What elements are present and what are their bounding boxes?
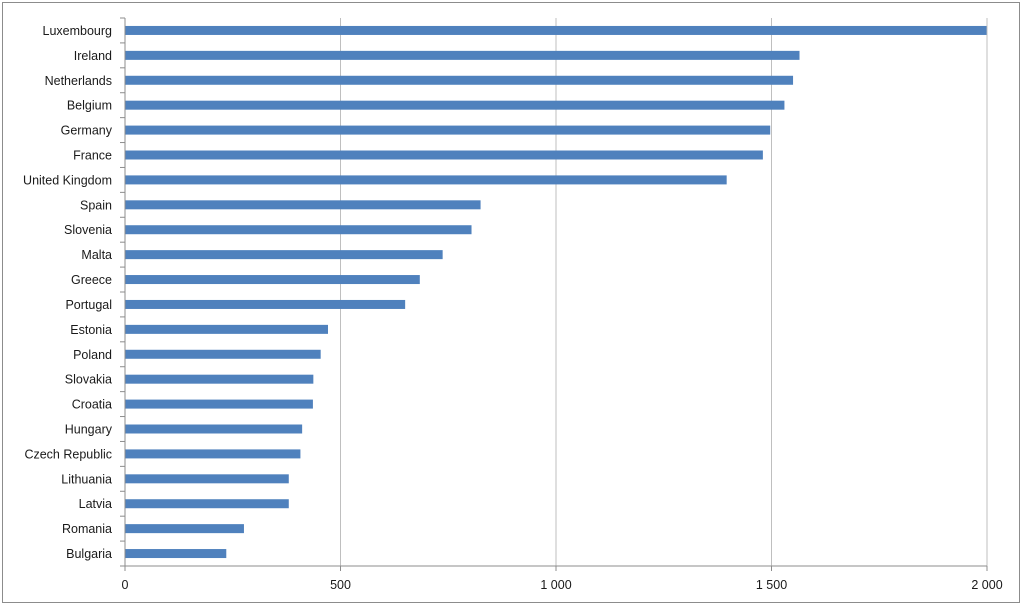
bar-slovenia — [125, 225, 472, 235]
category-label: Malta — [81, 248, 112, 262]
category-label: Croatia — [72, 398, 112, 412]
category-label: France — [73, 149, 112, 163]
bar-spain — [125, 200, 481, 210]
x-tick-label: 0 — [122, 578, 129, 592]
category-label: Luxembourg — [43, 24, 113, 38]
category-label: Portugal — [65, 298, 112, 312]
bar-malta — [125, 250, 443, 260]
bar-belgium — [125, 100, 785, 110]
bar-luxembourg — [125, 25, 987, 35]
bar-portugal — [125, 299, 406, 309]
axes — [120, 17, 988, 571]
tick-labels: 0 500 1 000 1 500 2 000 — [122, 578, 1003, 592]
category-label: United Kingdom — [23, 173, 112, 187]
category-label: Spain — [80, 198, 112, 212]
bar-bulgaria — [125, 549, 227, 559]
bar-france — [125, 150, 763, 160]
gridlines — [340, 18, 988, 566]
category-label: Latvia — [79, 497, 112, 511]
bars — [125, 25, 987, 559]
bar-ireland — [125, 50, 800, 60]
bar-croatia — [125, 399, 313, 409]
x-tick-label: 500 — [330, 578, 351, 592]
bar-slovakia — [125, 374, 314, 384]
bar-germany — [125, 125, 771, 135]
category-label: Netherlands — [45, 74, 112, 88]
bar-romania — [125, 524, 244, 534]
category-label: Hungary — [65, 423, 113, 437]
bar-netherlands — [125, 75, 794, 85]
bar-hungary — [125, 424, 303, 434]
x-tick-label: 1 000 — [540, 578, 571, 592]
bar-lithuania — [125, 474, 289, 484]
category-labels: Luxembourg Ireland Netherlands Belgium Germa… — [23, 24, 113, 561]
category-label: Lithuania — [61, 472, 112, 486]
bar-united-kingdom — [125, 175, 727, 185]
category-label: Romania — [62, 522, 112, 536]
bar-czech-republic — [125, 449, 301, 459]
bar-estonia — [125, 324, 329, 334]
bar-latvia — [125, 499, 289, 509]
x-tick-label: 1 500 — [756, 578, 787, 592]
bar-greece — [125, 275, 420, 285]
category-label: Bulgaria — [66, 547, 112, 561]
category-label: Poland — [73, 348, 112, 362]
category-label: Greece — [71, 273, 112, 287]
category-label: Ireland — [74, 49, 112, 63]
bar-poland — [125, 349, 321, 359]
category-label: Germany — [61, 124, 113, 138]
category-label: Belgium — [67, 99, 112, 113]
category-label: Slovenia — [64, 223, 112, 237]
category-label: Slovakia — [65, 373, 112, 387]
category-label: Estonia — [70, 323, 112, 337]
x-tick-label: 2 000 — [971, 578, 1002, 592]
category-label: Czech Republic — [24, 447, 112, 461]
